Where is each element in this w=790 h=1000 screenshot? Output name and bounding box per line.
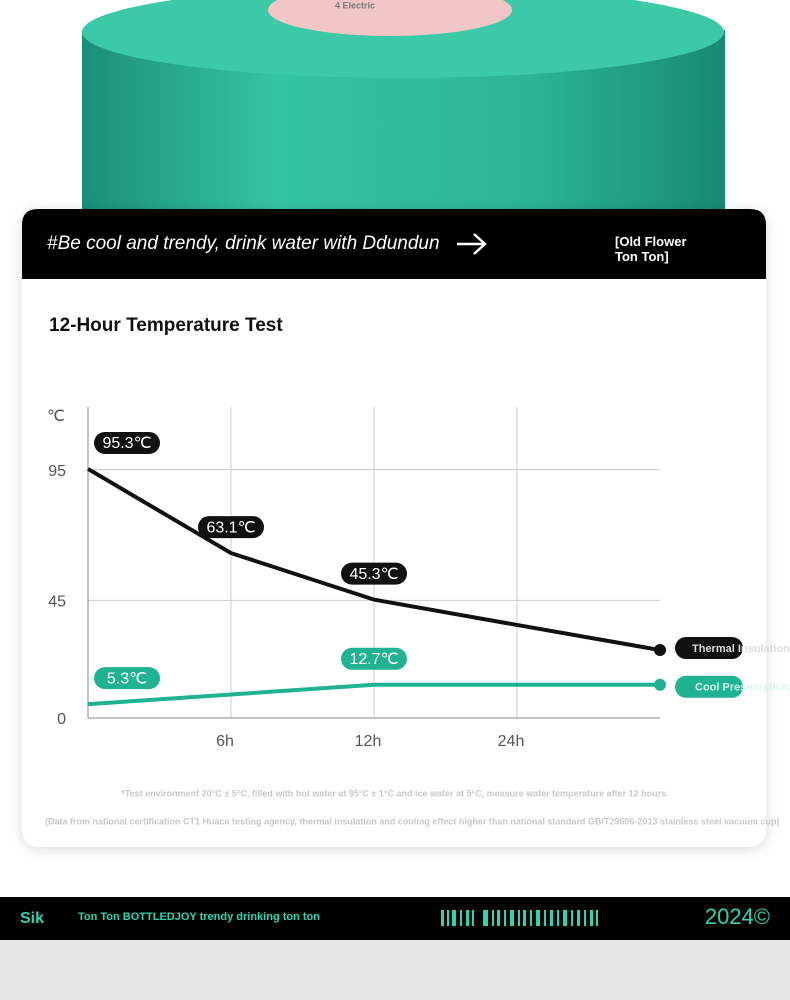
slogan: #Be cool and trendy, drink water with Dd…: [47, 233, 440, 254]
card: [22, 209, 766, 847]
barcode: [441, 910, 598, 926]
legend-label: Cool Preservation: [695, 682, 789, 694]
brand-box: [Old Flower Ton Ton]: [615, 234, 687, 264]
label-pill: [94, 431, 160, 454]
x-tick-label: 6h: [216, 733, 234, 750]
y-tick-label: 95: [48, 463, 66, 480]
label-pill: [94, 667, 160, 690]
card-header: [22, 209, 766, 279]
label-pill: [341, 562, 407, 585]
legend-pill: [675, 675, 743, 698]
footer: [0, 897, 790, 940]
value-label: 63.1℃: [206, 519, 255, 536]
chart-title: 12-Hour Temperature Test: [49, 315, 283, 336]
end-marker: [654, 678, 666, 691]
pedestal-top: [82, 0, 724, 78]
x-tick-label: 24h: [498, 733, 525, 750]
value-label: 45.3℃: [349, 566, 398, 583]
brand: [Old Flower Ton Ton]: [615, 234, 687, 264]
value-label: 5.3℃: [107, 670, 147, 687]
end-marker: [654, 644, 666, 657]
line: [86, 467, 661, 653]
value-label: 95.3℃: [102, 435, 151, 452]
note: *Test environment 20°C ± 5°C, filled wit…: [121, 788, 668, 798]
legend-label: Thermal Insulation: [692, 643, 790, 655]
legend-pill: [675, 637, 743, 660]
footer-tagline: Ton Ton BOTTLEDJOY trendy drinking ton t…: [78, 911, 320, 923]
arrow-icon: [457, 233, 487, 255]
x-tick-label: 12h: [355, 733, 382, 750]
value-label: 12.7℃: [349, 651, 398, 668]
y-axis-label: ℃: [47, 408, 65, 425]
footer-year: 2024©: [705, 904, 770, 929]
footer-logo: Sik: [20, 910, 44, 927]
product-label: 4 Electric: [335, 0, 375, 10]
note: (Data from national certification CT1 Hu…: [45, 816, 780, 826]
y-tick-label: 0: [57, 711, 66, 728]
y-tick-label: 45: [48, 594, 66, 611]
label-pill: [198, 516, 264, 539]
plot: 0 45 95 6h 12h 24h 95.3℃ 63.1℃ 45.3℃ Thermal Insu…: [48, 407, 790, 750]
line: [87, 682, 660, 707]
label-pill: [341, 647, 407, 670]
bottom-band: [0, 940, 790, 1000]
bottle: [268, 0, 512, 36]
